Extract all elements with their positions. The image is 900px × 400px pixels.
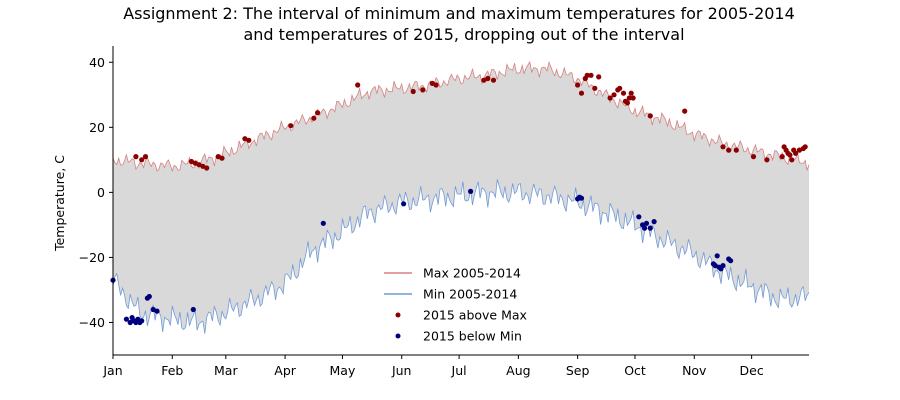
below-min-point — [320, 220, 326, 226]
below-min-point — [139, 318, 145, 324]
x-tick-label: Apr — [274, 363, 296, 378]
above-max-point — [764, 157, 770, 163]
legend-label: Min 2005-2014 — [423, 287, 517, 302]
below-min-point — [714, 253, 720, 259]
y-axis-label: Temperature, C — [52, 155, 67, 252]
y-tick-label: −40 — [79, 315, 105, 330]
below-min-point — [636, 214, 642, 220]
above-max-point — [647, 113, 653, 119]
above-max-point — [750, 154, 757, 160]
above-max-point — [779, 154, 785, 160]
above-max-point — [592, 85, 598, 91]
above-max-point — [607, 95, 613, 101]
legend-label: Max 2005-2014 — [423, 266, 521, 281]
above-max-point — [802, 144, 808, 150]
x-tick-label: Feb — [161, 363, 183, 378]
above-max-point — [355, 82, 361, 88]
above-max-point — [575, 82, 581, 88]
above-max-point — [420, 87, 426, 93]
above-max-point — [611, 92, 617, 98]
x-tick-label: Mar — [214, 363, 238, 378]
above-max-point — [490, 77, 497, 83]
above-max-point — [246, 137, 252, 143]
axes: −40 −20 0 20 40 Jan Feb Mar Apr May Jun Jul Aug Sep Oc… — [79, 46, 809, 378]
above-max-point — [578, 90, 585, 96]
above-max-point — [733, 147, 739, 153]
above-max-point — [787, 152, 793, 158]
above-max-point — [204, 165, 210, 171]
above-max-point — [630, 95, 636, 101]
above-max-point — [796, 147, 803, 153]
above-max-point — [617, 85, 623, 91]
below-min-point — [643, 220, 650, 226]
below-min-point — [468, 188, 474, 194]
x-tick-label: Nov — [682, 363, 707, 378]
below-min-point — [647, 225, 653, 231]
above-max-point — [584, 72, 590, 78]
above-max-point — [242, 136, 248, 142]
above-max-point — [485, 75, 491, 82]
above-max-point — [624, 100, 631, 106]
legend-label: 2015 below Min — [423, 329, 522, 344]
legend-marker-swatch — [395, 333, 401, 339]
above-max-point — [133, 154, 139, 160]
above-max-point — [410, 88, 416, 95]
min-line — [112, 179, 810, 334]
y-tick-label: 20 — [89, 120, 105, 135]
above-max-point — [196, 162, 202, 168]
x-tick-label: Jul — [451, 363, 467, 378]
max-line — [112, 60, 810, 173]
above-max-point — [139, 157, 145, 163]
plot-area — [110, 60, 810, 334]
below-min-point — [728, 258, 734, 264]
below-min-point — [123, 316, 129, 322]
x-tick-label: Jan — [102, 363, 122, 378]
above-max-point — [628, 90, 634, 96]
above-max-point — [481, 77, 487, 83]
above-max-point — [433, 82, 439, 88]
legend-marker-swatch — [395, 312, 401, 318]
x-tick-label: May — [330, 363, 356, 378]
below-min-point — [720, 263, 726, 269]
above-max-point — [720, 144, 726, 150]
above-max-point — [682, 108, 688, 114]
y-tick-label: 0 — [97, 185, 105, 200]
x-tick-label: Aug — [506, 363, 530, 378]
legend: Max 2005-2014 Min 2005-2014 2015 above Max… — [384, 266, 527, 344]
above-max-point — [311, 115, 317, 121]
above-max-point — [219, 155, 225, 161]
above-max-point — [588, 72, 594, 78]
below-min-point — [642, 225, 648, 231]
above-max-point — [726, 147, 732, 153]
above-max-point — [789, 157, 795, 163]
below-min-point — [401, 201, 407, 207]
below-min-point — [154, 308, 160, 314]
above-max-point — [142, 154, 149, 160]
above-max-point — [626, 95, 632, 101]
above-max-point — [793, 150, 799, 156]
above-max-point — [620, 90, 627, 96]
above-max-point — [315, 110, 321, 116]
below-min-point — [146, 293, 152, 300]
below-min-point — [190, 306, 196, 313]
above-max-point — [596, 74, 602, 80]
above-max-point — [288, 123, 294, 129]
chart-title-line-1: Assignment 2: The interval of minimum an… — [123, 4, 795, 23]
x-tick-label: Jun — [391, 363, 412, 378]
interval-fill — [113, 62, 809, 334]
y-tick-label: −20 — [79, 250, 105, 265]
legend-label: 2015 above Max — [423, 308, 527, 323]
below-min-point — [651, 219, 657, 225]
x-tick-label: Dec — [740, 363, 764, 378]
x-tick-label: Oct — [624, 363, 646, 378]
chart-title-line-2: and temperatures of 2015, dropping out o… — [243, 25, 684, 44]
x-tick-label: Sep — [566, 363, 590, 378]
below-min-point — [578, 195, 585, 201]
y-tick-label: 40 — [89, 55, 105, 70]
